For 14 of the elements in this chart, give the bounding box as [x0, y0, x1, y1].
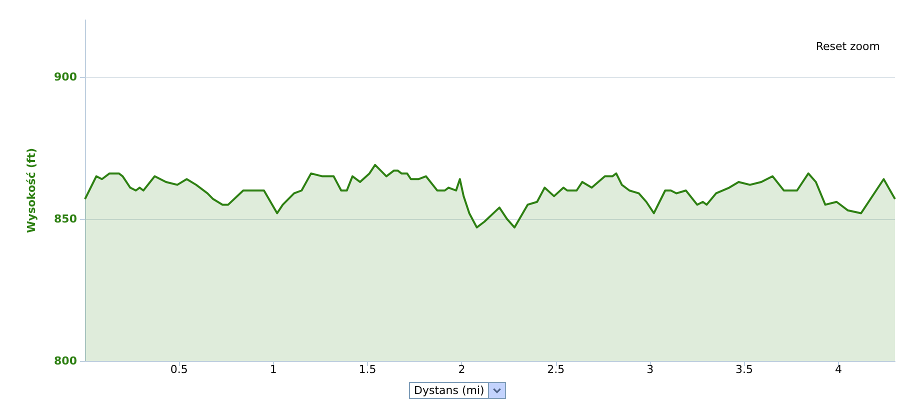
y-tick-label: 900	[54, 70, 78, 84]
x-tick-label: 3	[646, 363, 654, 376]
x-tick-label: 1	[270, 363, 277, 376]
y-axis-title: Wysokość (ft)	[25, 148, 38, 233]
x-tick-label: 0.5	[170, 363, 188, 376]
x-tick-label: 1.5	[358, 363, 376, 376]
x-tick-label: 3.5	[736, 363, 754, 376]
x-tick-label: 2.5	[547, 363, 565, 376]
annotation: Reset zoom	[816, 40, 880, 53]
y-tick-label: 800	[54, 354, 78, 368]
x-tick-label: 4	[834, 363, 842, 376]
x-tick-label: 2	[458, 363, 466, 376]
y-tick-label: 850	[54, 212, 78, 226]
x-axis-title: Dystans (mi)	[409, 382, 490, 399]
